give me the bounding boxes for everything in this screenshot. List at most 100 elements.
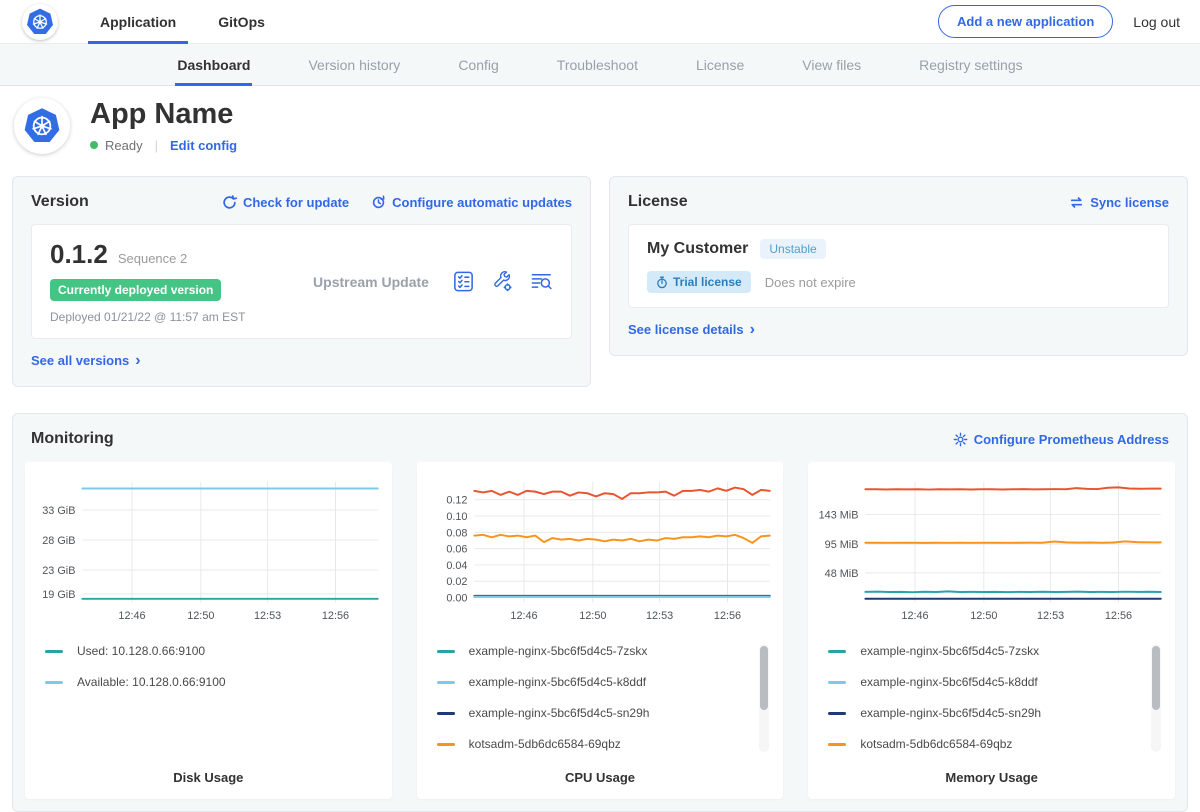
scrollbar-thumb[interactable] bbox=[760, 646, 768, 710]
legend-swatch bbox=[45, 681, 63, 684]
legend-item: example-nginx-5bc6f5d4c5-sn29h bbox=[437, 706, 772, 720]
license-card: License Sync license My Customer Unstabl… bbox=[609, 176, 1188, 356]
configure-prometheus-link[interactable]: Configure Prometheus Address bbox=[953, 432, 1169, 447]
svg-text:33 GiB: 33 GiB bbox=[42, 505, 75, 517]
legend-item: Used: 10.128.0.66:9100 bbox=[45, 644, 380, 658]
disk-usage-chart-card: 12:4612:5012:5312:5619 GiB23 GiB28 GiB33… bbox=[25, 462, 392, 799]
disk-usage-legend: Used: 10.128.0.66:9100 Available: 10.128.… bbox=[45, 644, 380, 762]
legend-label: Available: 10.128.0.66:9100 bbox=[77, 675, 226, 689]
sync-license-link[interactable]: Sync license bbox=[1069, 195, 1169, 210]
version-card-title: Version bbox=[31, 193, 222, 211]
version-sequence: Sequence 2 bbox=[118, 251, 187, 266]
tab-view-files[interactable]: View files bbox=[800, 44, 863, 86]
svg-text:12:50: 12:50 bbox=[187, 610, 214, 622]
legend-swatch bbox=[828, 712, 846, 715]
svg-text:28 GiB: 28 GiB bbox=[42, 535, 75, 547]
svg-text:12:53: 12:53 bbox=[254, 610, 281, 622]
top-nav: Application GitOps Add a new application… bbox=[0, 0, 1200, 44]
check-for-update-link[interactable]: Check for update bbox=[222, 195, 349, 210]
svg-text:0.06: 0.06 bbox=[446, 544, 467, 556]
top-tab-application[interactable]: Application bbox=[88, 0, 188, 44]
status-text: Ready bbox=[105, 138, 143, 153]
legend-label: example-nginx-5bc6f5d4c5-k8ddf bbox=[860, 675, 1037, 689]
top-tab-gitops[interactable]: GitOps bbox=[206, 0, 277, 44]
svg-text:12:53: 12:53 bbox=[1037, 610, 1064, 622]
svg-text:12:53: 12:53 bbox=[646, 610, 673, 622]
kubernetes-logo-icon[interactable] bbox=[22, 4, 58, 40]
refresh-icon bbox=[222, 195, 237, 210]
legend-swatch bbox=[828, 681, 846, 684]
legend-scrollbar[interactable] bbox=[759, 644, 769, 752]
svg-text:12:50: 12:50 bbox=[579, 610, 606, 622]
legend-swatch bbox=[437, 743, 455, 746]
legend-label: Used: 10.128.0.66:9100 bbox=[77, 644, 205, 658]
chart-title: Disk Usage bbox=[33, 770, 384, 785]
configure-prometheus-label: Configure Prometheus Address bbox=[974, 432, 1169, 447]
logout-link[interactable]: Log out bbox=[1133, 14, 1180, 30]
configure-automatic-updates-label: Configure automatic updates bbox=[392, 195, 572, 210]
legend-label: kotsadm-5db6dc6584-69qbz bbox=[469, 737, 621, 751]
see-all-versions-label: See all versions bbox=[31, 353, 129, 368]
legend-swatch bbox=[45, 650, 63, 653]
legend-swatch bbox=[828, 650, 846, 653]
divider: | bbox=[155, 138, 158, 153]
svg-text:0.12: 0.12 bbox=[446, 495, 467, 507]
svg-text:0.08: 0.08 bbox=[446, 527, 467, 539]
see-license-details-link[interactable]: See license details › bbox=[628, 322, 755, 337]
stopwatch-icon bbox=[656, 276, 668, 289]
svg-text:12:56: 12:56 bbox=[714, 610, 741, 622]
check-for-update-label: Check for update bbox=[243, 195, 349, 210]
legend-label: example-nginx-5bc6f5d4c5-7zskx bbox=[860, 644, 1039, 658]
edit-config-link[interactable]: Edit config bbox=[170, 138, 237, 153]
memory-usage-chart-card: 12:4612:5012:5312:5648 MiB95 MiB143 MiB … bbox=[808, 462, 1175, 799]
svg-text:143 MiB: 143 MiB bbox=[819, 509, 859, 521]
trial-license-badge: Trial license bbox=[647, 271, 751, 293]
legend-swatch bbox=[437, 712, 455, 715]
tab-config[interactable]: Config bbox=[456, 44, 500, 86]
svg-text:95 MiB: 95 MiB bbox=[825, 539, 859, 551]
preflight-checks-icon[interactable] bbox=[452, 270, 475, 293]
license-card-title: License bbox=[628, 193, 1069, 211]
currently-deployed-badge: Currently deployed version bbox=[50, 279, 221, 301]
cpu-usage-chart-card: 12:4612:5012:5312:560.000.020.040.060.08… bbox=[417, 462, 784, 799]
svg-text:12:56: 12:56 bbox=[1105, 610, 1132, 622]
svg-text:12:46: 12:46 bbox=[902, 610, 929, 622]
svg-text:12:46: 12:46 bbox=[510, 610, 537, 622]
memory-usage-legend: example-nginx-5bc6f5d4c5-7zskx example-ng… bbox=[828, 644, 1163, 762]
svg-text:23 GiB: 23 GiB bbox=[42, 565, 75, 577]
tab-registry-settings[interactable]: Registry settings bbox=[917, 44, 1024, 86]
chart-title: Memory Usage bbox=[816, 770, 1167, 785]
add-application-button[interactable]: Add a new application bbox=[938, 5, 1113, 38]
clock-refresh-icon bbox=[371, 195, 386, 210]
gear-icon bbox=[953, 432, 968, 447]
legend-label: example-nginx-5bc6f5d4c5-k8ddf bbox=[469, 675, 646, 689]
svg-text:0.10: 0.10 bbox=[446, 511, 467, 523]
tab-version-history[interactable]: Version history bbox=[306, 44, 402, 86]
svg-text:0.00: 0.00 bbox=[446, 592, 467, 604]
legend-scrollbar[interactable] bbox=[1151, 644, 1161, 752]
tab-license[interactable]: License bbox=[694, 44, 746, 86]
legend-label: example-nginx-5bc6f5d4c5-7zskx bbox=[469, 644, 648, 658]
svg-text:12:46: 12:46 bbox=[118, 610, 145, 622]
dashboard-content: Version Check for update Configure autom… bbox=[0, 168, 1200, 812]
legend-swatch bbox=[828, 743, 846, 746]
scrollbar-thumb[interactable] bbox=[1152, 646, 1160, 710]
see-all-versions-link[interactable]: See all versions › bbox=[31, 353, 141, 368]
view-logs-icon[interactable] bbox=[530, 270, 553, 293]
version-card: Version Check for update Configure autom… bbox=[12, 176, 591, 387]
config-wrench-icon[interactable] bbox=[491, 270, 514, 293]
monitoring-card: Monitoring Configure Prometheus Address … bbox=[12, 413, 1188, 812]
svg-text:0.02: 0.02 bbox=[446, 576, 467, 588]
tab-dashboard[interactable]: Dashboard bbox=[175, 44, 252, 86]
app-avatar bbox=[14, 98, 70, 154]
configure-automatic-updates-link[interactable]: Configure automatic updates bbox=[371, 195, 572, 210]
see-license-details-label: See license details bbox=[628, 322, 744, 337]
svg-text:12:56: 12:56 bbox=[322, 610, 349, 622]
legend-label: example-nginx-5bc6f5d4c5-sn29h bbox=[469, 706, 650, 720]
legend-item: Available: 10.128.0.66:9100 bbox=[45, 675, 380, 689]
customer-name: My Customer bbox=[647, 240, 748, 258]
legend-swatch bbox=[437, 650, 455, 653]
legend-item: example-nginx-5bc6f5d4c5-k8ddf bbox=[437, 675, 772, 689]
tab-troubleshoot[interactable]: Troubleshoot bbox=[555, 44, 640, 86]
legend-item: example-nginx-5bc6f5d4c5-7zskx bbox=[437, 644, 772, 658]
